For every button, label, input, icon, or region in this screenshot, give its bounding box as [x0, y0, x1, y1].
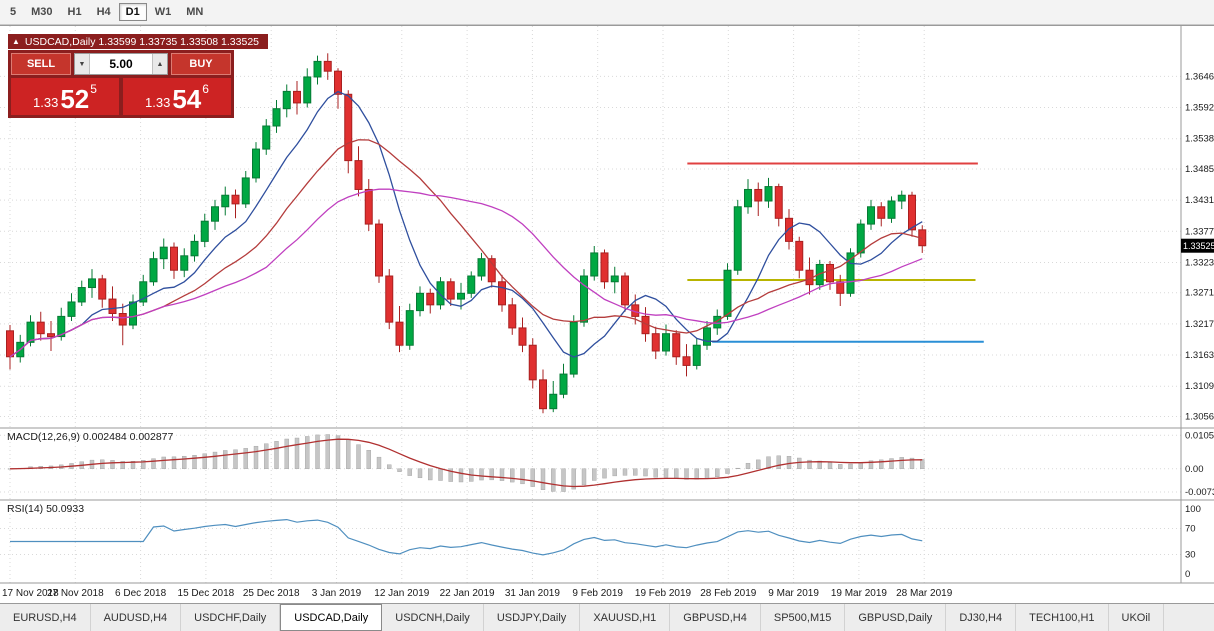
svg-text:27 Nov 2018: 27 Nov 2018 — [47, 588, 104, 599]
chart-tab-USDCHF,Daily[interactable]: USDCHF,Daily — [181, 604, 281, 631]
price-axis[interactable]: 1.36460 1.35920 1.35380 1.34855 1.34315 1.337… — [1180, 26, 1214, 583]
timeframe-H1[interactable]: H1 — [61, 3, 89, 21]
sell-price-bigfigure: 1.33 — [33, 94, 59, 110]
rsi-indicator-label: RSI(14) 50.0933 — [7, 503, 85, 515]
timeframe-D1[interactable]: D1 — [118, 3, 147, 21]
timeframe-toolbar: 5 M30 H1 H4 D1 W1 MN — [0, 0, 1214, 25]
svg-text:19 Mar 2019: 19 Mar 2019 — [831, 588, 888, 599]
volume-increase-button[interactable]: ▲ — [152, 54, 167, 74]
sell-button[interactable]: SELL — [11, 53, 71, 75]
svg-text:0: 0 — [1185, 569, 1190, 580]
one-click-header[interactable]: ▲ USDCAD,Daily 1.33599 1.33735 1.33508 1… — [8, 34, 269, 49]
sell-price-pips: 52 — [60, 84, 90, 114]
svg-text:17 Nov 2018: 17 Nov 2018 — [2, 588, 59, 599]
timeframe-MN[interactable]: MN — [179, 3, 210, 21]
buy-price-display[interactable]: 1.33 54 6 — [123, 78, 231, 115]
timeframe-W1[interactable]: W1 — [148, 3, 179, 21]
svg-text:15 Dec 2018: 15 Dec 2018 — [178, 588, 235, 599]
chart-tab-AUDUSD,H4[interactable]: AUDUSD,H4 — [91, 604, 182, 631]
chart-tab-USDCNH,Daily[interactable]: USDCNH,Daily — [382, 604, 484, 631]
timeframe-5[interactable]: 5 — [3, 3, 23, 21]
rsi-pane — [10, 518, 923, 556]
chart-tab-GBPUSD,Daily[interactable]: GBPUSD,Daily — [845, 604, 947, 631]
svg-text:1.36460: 1.36460 — [1185, 71, 1214, 82]
svg-text:0.010525: 0.010525 — [1185, 430, 1214, 441]
timeframe-H4[interactable]: H4 — [90, 3, 118, 21]
buy-price-pips: 54 — [172, 84, 202, 114]
svg-text:1.33525: 1.33525 — [1183, 241, 1214, 251]
svg-text:100: 100 — [1185, 504, 1201, 515]
chart-tab-DJ30,H4[interactable]: DJ30,H4 — [946, 604, 1017, 631]
buy-button[interactable]: BUY — [171, 53, 231, 75]
moving-average-layer — [9, 90, 923, 358]
chart-window: 1.364601.359201.353801.348551.343151.337… — [0, 25, 1214, 603]
sell-price-display[interactable]: 1.33 52 5 — [11, 78, 119, 115]
svg-text:28 Feb 2019: 28 Feb 2019 — [700, 588, 757, 599]
macd-pane — [7, 434, 925, 492]
svg-text:9 Mar 2019: 9 Mar 2019 — [768, 588, 819, 599]
pane-separators — [0, 427, 1214, 584]
svg-text:1.31090: 1.31090 — [1185, 381, 1214, 392]
chart-tab-UKOil[interactable]: UKOil — [1109, 604, 1165, 631]
sell-price-point: 5 — [90, 82, 97, 96]
candles-layer — [6, 53, 927, 414]
chart-canvas[interactable]: 1.364601.359201.353801.348551.343151.337… — [0, 26, 1214, 604]
svg-text:12 Jan 2019: 12 Jan 2019 — [374, 588, 429, 599]
svg-text:0.00: 0.00 — [1185, 464, 1204, 475]
chart-tab-USDCAD,Daily[interactable]: USDCAD,Daily — [280, 604, 383, 631]
svg-text:9 Feb 2019: 9 Feb 2019 — [572, 588, 623, 599]
svg-text:28 Mar 2019: 28 Mar 2019 — [896, 588, 953, 599]
chart-tabbar: EURUSD,H4 AUDUSD,H4 USDCHF,Daily USDCAD,Dai… — [0, 603, 1214, 631]
svg-text:1.32170: 1.32170 — [1185, 319, 1214, 330]
volume-control: ▼ ▲ — [74, 53, 168, 75]
svg-text:70: 70 — [1185, 524, 1196, 535]
buy-price-point: 6 — [202, 82, 209, 96]
svg-text:31 Jan 2019: 31 Jan 2019 — [505, 588, 560, 599]
svg-text:1.32710: 1.32710 — [1185, 288, 1214, 299]
svg-text:1.30565: 1.30565 — [1185, 411, 1214, 422]
svg-text:6 Dec 2018: 6 Dec 2018 — [115, 588, 167, 599]
svg-text:25 Dec 2018: 25 Dec 2018 — [243, 588, 300, 599]
svg-text:-0.0073: -0.0073 — [1185, 487, 1214, 498]
symbol-ohlc-label: USDCAD,Daily 1.33599 1.33735 1.33508 1.3… — [24, 35, 260, 48]
svg-text:1.33235: 1.33235 — [1185, 257, 1214, 268]
chart-tab-TECH100,H1[interactable]: TECH100,H1 — [1016, 604, 1109, 631]
chart-tab-SP500,M15[interactable]: SP500,M15 — [761, 604, 846, 631]
chart-tab-XAUUSD,H1[interactable]: XAUUSD,H1 — [580, 604, 671, 631]
svg-text:1.31630: 1.31630 — [1185, 350, 1214, 361]
chart-tab-USDJPY,Daily[interactable]: USDJPY,Daily — [484, 604, 581, 631]
macd-indicator-label: MACD(12,26,9) 0.002484 0.002877 — [7, 431, 174, 443]
horizontal-line-layer[interactable] — [687, 162, 984, 343]
svg-text:1.33775: 1.33775 — [1185, 226, 1214, 237]
svg-text:1.35920: 1.35920 — [1185, 103, 1214, 114]
svg-text:1.34855: 1.34855 — [1185, 164, 1214, 175]
svg-text:1.34315: 1.34315 — [1185, 195, 1214, 206]
timeframe-M30[interactable]: M30 — [24, 3, 59, 21]
buy-price-bigfigure: 1.33 — [145, 94, 171, 110]
svg-text:3 Jan 2019: 3 Jan 2019 — [312, 588, 362, 599]
svg-text:30: 30 — [1185, 550, 1196, 561]
svg-text:22 Jan 2019: 22 Jan 2019 — [440, 588, 495, 599]
chart-tab-EURUSD,H4[interactable]: EURUSD,H4 — [0, 604, 91, 631]
svg-text:19 Feb 2019: 19 Feb 2019 — [635, 588, 692, 599]
chart-tab-GBPUSD,H4[interactable]: GBPUSD,H4 — [670, 604, 761, 631]
svg-text:1.35380: 1.35380 — [1185, 134, 1214, 145]
volume-decrease-button[interactable]: ▼ — [75, 54, 90, 74]
volume-input[interactable] — [90, 54, 152, 74]
collapse-arrow-icon[interactable]: ▲ — [12, 36, 20, 46]
current-price-badge: 1.33525 — [1181, 238, 1214, 253]
